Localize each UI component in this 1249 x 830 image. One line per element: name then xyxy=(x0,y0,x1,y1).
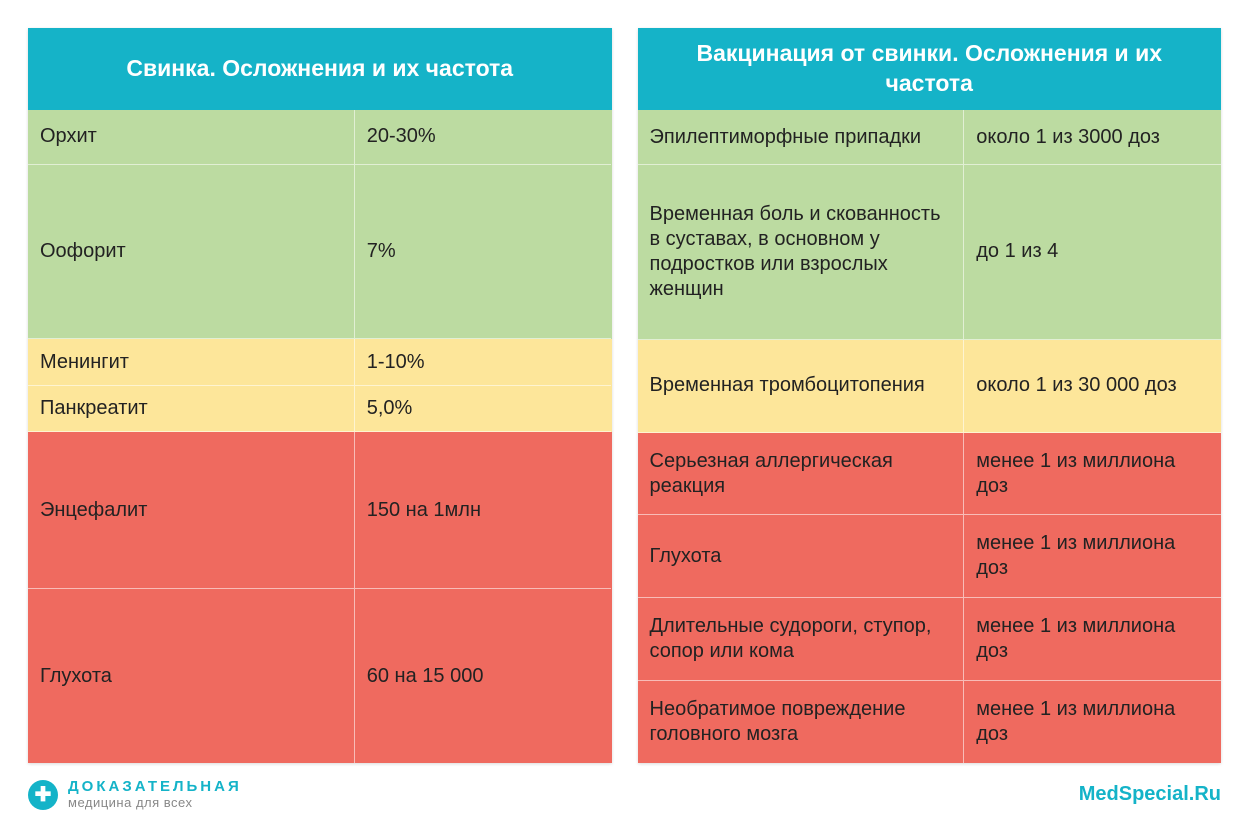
complication-name: Временная боль и скованность в суставах,… xyxy=(638,165,965,340)
complication-frequency: менее 1 из миллиона доз xyxy=(964,433,1221,516)
table-header-left: Свинка. Осложнения и их частота xyxy=(28,28,612,110)
table-row: Энцефалит150 на 1млн xyxy=(28,432,612,588)
complication-frequency: 5,0% xyxy=(355,386,612,433)
complication-name: Глухота xyxy=(638,515,965,598)
logo-text: ДОКАЗАТЕЛЬНАЯ медицина для всех xyxy=(68,779,242,810)
complication-name: Менингит xyxy=(28,339,355,386)
table-row: Глухотаменее 1 из миллиона доз xyxy=(638,515,1222,598)
table-row: Длительные судороги, ступор, сопор или к… xyxy=(638,598,1222,681)
complication-frequency: 60 на 15 000 xyxy=(355,589,612,763)
table-title-left: Свинка. Осложнения и их частота xyxy=(126,54,513,84)
complication-name: Орхит xyxy=(28,110,355,165)
complication-frequency: около 1 из 30 000 доз xyxy=(964,340,1221,433)
table-header-right: Вакцинация от свинки. Осложнения и их ча… xyxy=(638,28,1222,110)
footer: ✚ ДОКАЗАТЕЛЬНАЯ медицина для всех MedSpe… xyxy=(28,763,1221,810)
complication-frequency: менее 1 из миллиона доз xyxy=(964,681,1221,764)
table-row: Временная тромбоцитопенияоколо 1 из 30 0… xyxy=(638,340,1222,433)
complication-frequency: до 1 из 4 xyxy=(964,165,1221,340)
site-link[interactable]: MedSpecial.Ru xyxy=(1079,783,1221,806)
table-vaccine-complications: Вакцинация от свинки. Осложнения и их ча… xyxy=(638,28,1222,763)
complication-name: Энцефалит xyxy=(28,432,355,588)
complication-name: Панкреатит xyxy=(28,386,355,433)
table-title-right: Вакцинация от свинки. Осложнения и их ча… xyxy=(658,39,1202,99)
table-disease-complications: Свинка. Осложнения и их частота Орхит20-… xyxy=(28,28,612,763)
table-row: Эпилептиморфные припадкиоколо 1 из 3000 … xyxy=(638,110,1222,165)
complication-name: Временная тромбоцитопения xyxy=(638,340,965,433)
logo: ✚ ДОКАЗАТЕЛЬНАЯ медицина для всех xyxy=(28,779,242,810)
complication-name: Длительные судороги, ступор, сопор или к… xyxy=(638,598,965,681)
table-row: Менингит1-10% xyxy=(28,339,612,386)
logo-line1: ДОКАЗАТЕЛЬНАЯ xyxy=(68,779,242,796)
complication-frequency: около 1 из 3000 доз xyxy=(964,110,1221,165)
complication-frequency: менее 1 из миллиона доз xyxy=(964,598,1221,681)
table-row: Необратимое повреждение головного мозгам… xyxy=(638,681,1222,764)
table-row: Панкреатит5,0% xyxy=(28,386,612,433)
table-row: Серьезная аллергическая реакцияменее 1 и… xyxy=(638,433,1222,516)
table-row: Временная боль и скованность в суставах,… xyxy=(638,165,1222,340)
complication-name: Оофорит xyxy=(28,165,355,339)
complication-name: Глухота xyxy=(28,589,355,763)
complication-frequency: менее 1 из миллиона доз xyxy=(964,515,1221,598)
table-row: Орхит20-30% xyxy=(28,110,612,165)
complication-frequency: 20-30% xyxy=(355,110,612,165)
complication-frequency: 1-10% xyxy=(355,339,612,386)
complication-name: Эпилептиморфные припадки xyxy=(638,110,965,165)
complication-name: Необратимое повреждение головного мозга xyxy=(638,681,965,764)
complication-frequency: 7% xyxy=(355,165,612,339)
plus-icon: ✚ xyxy=(28,780,58,810)
table-row: Глухота60 на 15 000 xyxy=(28,589,612,763)
complication-frequency: 150 на 1млн xyxy=(355,432,612,588)
complication-name: Серьезная аллергическая реакция xyxy=(638,433,965,516)
logo-line2: медицина для всех xyxy=(68,796,242,810)
tables-container: Свинка. Осложнения и их частота Орхит20-… xyxy=(28,28,1221,763)
table-row: Оофорит7% xyxy=(28,165,612,339)
